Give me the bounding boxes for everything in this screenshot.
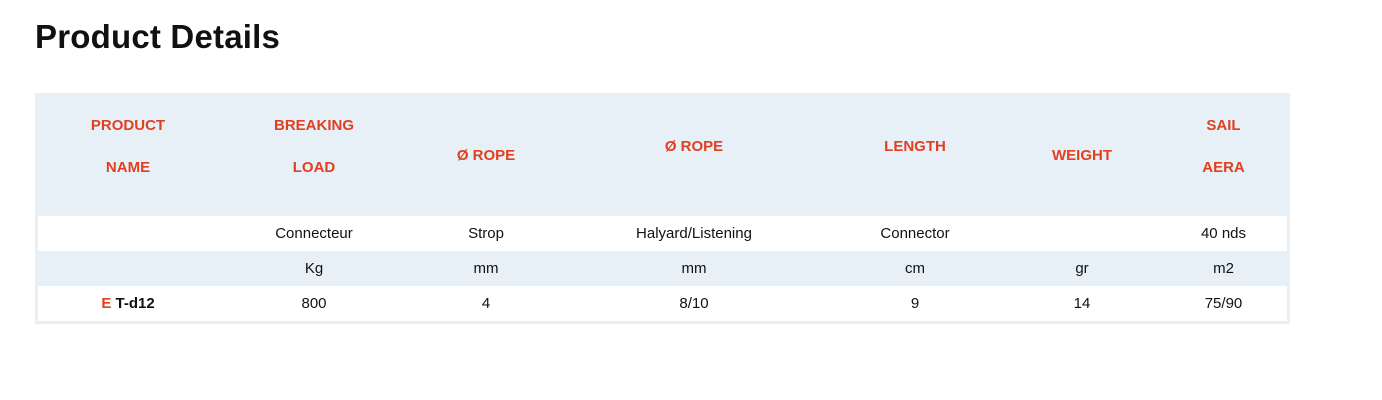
table-row: Connecteur Strop Halyard/Listening Conne… bbox=[38, 216, 1287, 251]
header-product-name: PRODUCT NAME bbox=[35, 93, 221, 216]
product-name: T-d12 bbox=[115, 295, 155, 312]
header-breaking-load: BREAKING LOAD bbox=[221, 93, 407, 216]
header-line: WEIGHT bbox=[1052, 147, 1112, 164]
header-weight: WEIGHT bbox=[1007, 93, 1157, 216]
header-sail-area: SAIL AERA bbox=[1157, 93, 1290, 216]
cell bbox=[1007, 216, 1157, 251]
cell: 9 bbox=[910, 295, 920, 312]
cell: 75/90 bbox=[1204, 295, 1243, 312]
header-rope-strop: Ø ROPE bbox=[407, 93, 565, 216]
header-line: NAME bbox=[105, 159, 151, 176]
product-name-cell: E T-d12 bbox=[35, 286, 221, 321]
page-title: Product Details bbox=[35, 18, 281, 55]
cell: Connecteur bbox=[275, 225, 353, 242]
cell: 800 bbox=[301, 295, 327, 312]
header-line: LOAD bbox=[292, 159, 336, 176]
cell: Halyard/Listening bbox=[636, 225, 752, 242]
cell: 8/10 bbox=[679, 295, 709, 312]
table-row: E T-d12 800 4 8/10 9 14 75/90 bbox=[38, 286, 1287, 321]
cell: Kg bbox=[304, 260, 324, 277]
product-prefix: E bbox=[101, 295, 112, 312]
header-rope-halyard: Ø ROPE bbox=[565, 93, 823, 216]
cell: Connector bbox=[880, 225, 950, 242]
header-line: Ø ROPE bbox=[664, 138, 724, 155]
cell: 14 bbox=[1073, 295, 1091, 312]
header-line: Ø ROPE bbox=[456, 147, 516, 164]
header-line: LENGTH bbox=[884, 138, 946, 155]
cell: gr bbox=[1075, 260, 1089, 277]
cell: 4 bbox=[481, 295, 491, 312]
cell: 40 nds bbox=[1200, 225, 1247, 242]
header-line: SAIL bbox=[1206, 117, 1241, 134]
product-details-table: PRODUCT NAME BREAKING LOAD Ø ROPE Ø ROPE… bbox=[35, 93, 1290, 324]
header-line: BREAKING bbox=[273, 117, 354, 134]
cell: mm bbox=[681, 260, 707, 277]
header-line: AERA bbox=[1202, 159, 1245, 176]
header-line: PRODUCT bbox=[90, 117, 166, 134]
cell: m2 bbox=[1213, 260, 1234, 277]
table-header: PRODUCT NAME BREAKING LOAD Ø ROPE Ø ROPE… bbox=[35, 93, 1290, 216]
cell bbox=[35, 251, 221, 286]
table-row: Kg mm mm cm gr m2 bbox=[38, 251, 1287, 286]
cell: cm bbox=[905, 260, 925, 277]
cell bbox=[35, 216, 221, 251]
cell: Strop bbox=[468, 225, 504, 242]
cell: mm bbox=[473, 260, 499, 277]
header-length: LENGTH bbox=[823, 93, 1007, 216]
